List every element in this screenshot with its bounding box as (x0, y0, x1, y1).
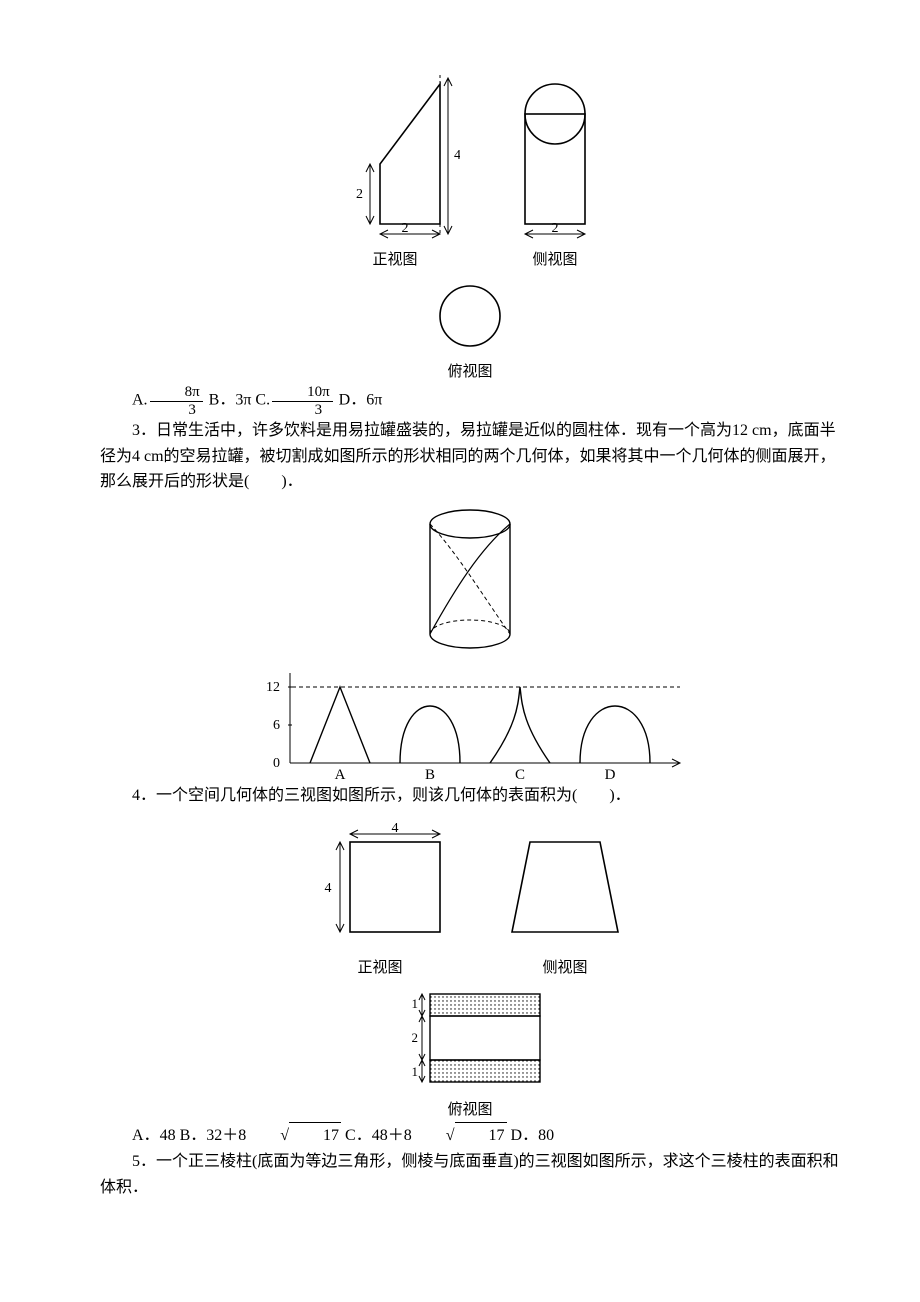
q4-front-svg: 4 4 (310, 812, 450, 952)
svg-text:D: D (605, 767, 616, 783)
q3-cylinder (410, 499, 530, 659)
svg-text:1: 1 (412, 996, 419, 1011)
q2-side-svg: 2 (500, 64, 610, 244)
q4-text: 4．一个空间几何体的三视图如图所示，则该几何体的表面积为( )． (100, 783, 840, 809)
q2-opt-c-frac: 10π3 (272, 384, 333, 418)
q3-text: 3．日常生活中，许多饮料是用易拉罐盛装的，易拉罐是近似的圆柱体．现有一个高为12… (100, 418, 840, 495)
svg-text:4: 4 (325, 881, 332, 896)
svg-text:A: A (335, 767, 346, 783)
q3-options-chart: 12 6 0 A B C D (250, 663, 690, 783)
q4-front-label: 正视图 (357, 956, 402, 980)
q5-text: 5．一个正三棱柱(底面为等边三角形，侧棱与底面垂直)的三视图如图所示，求这个三棱… (100, 1149, 840, 1200)
q2-opt-a-frac: 8π3 (150, 384, 203, 418)
q2-front-view: 4 2 2 正视图 (330, 64, 460, 272)
q4-options: A．48 B．32＋817 C．48＋817 D．80 (100, 1122, 840, 1149)
q4-front-view: 4 4 正视图 (310, 812, 450, 980)
q4-side-svg (500, 812, 630, 952)
q4-side-label: 侧视图 (542, 956, 587, 980)
svg-text:2: 2 (356, 187, 363, 202)
svg-text:6: 6 (273, 718, 280, 733)
svg-text:4: 4 (392, 821, 399, 836)
q3-options-svg: 12 6 0 A B C D (250, 663, 690, 783)
q4-top-view: 1 2 1 俯视图 (390, 984, 550, 1122)
q3-cylinder-svg (410, 499, 530, 659)
svg-text:2: 2 (412, 1030, 419, 1045)
q4-top-svg: 1 2 1 (390, 984, 550, 1094)
q4-side-view: 侧视图 (500, 812, 630, 980)
svg-text:4: 4 (454, 148, 460, 163)
q2-front-svg: 4 2 2 (330, 64, 460, 244)
q2-side-view: 2 侧视图 (500, 64, 610, 272)
svg-text:B: B (425, 767, 435, 783)
q2-options: A.8π3 B．3π C.10π3 D．6π (100, 384, 840, 418)
q2-top-view: 俯视图 (430, 276, 510, 384)
svg-text:2: 2 (552, 221, 559, 236)
svg-text:C: C (515, 767, 525, 783)
svg-text:12: 12 (266, 680, 280, 695)
q2-top-label: 俯视图 (447, 360, 492, 384)
q2-top-svg (430, 276, 510, 356)
q2-front-label: 正视图 (372, 248, 417, 272)
svg-text:0: 0 (273, 756, 280, 771)
q4-sqrt-b: 17 (246, 1122, 341, 1149)
q4-top-label: 俯视图 (447, 1098, 492, 1122)
svg-text:1: 1 (412, 1064, 419, 1079)
q2-side-label: 侧视图 (532, 248, 577, 272)
svg-text:2: 2 (402, 221, 409, 236)
q4-sqrt-c: 17 (412, 1122, 507, 1149)
